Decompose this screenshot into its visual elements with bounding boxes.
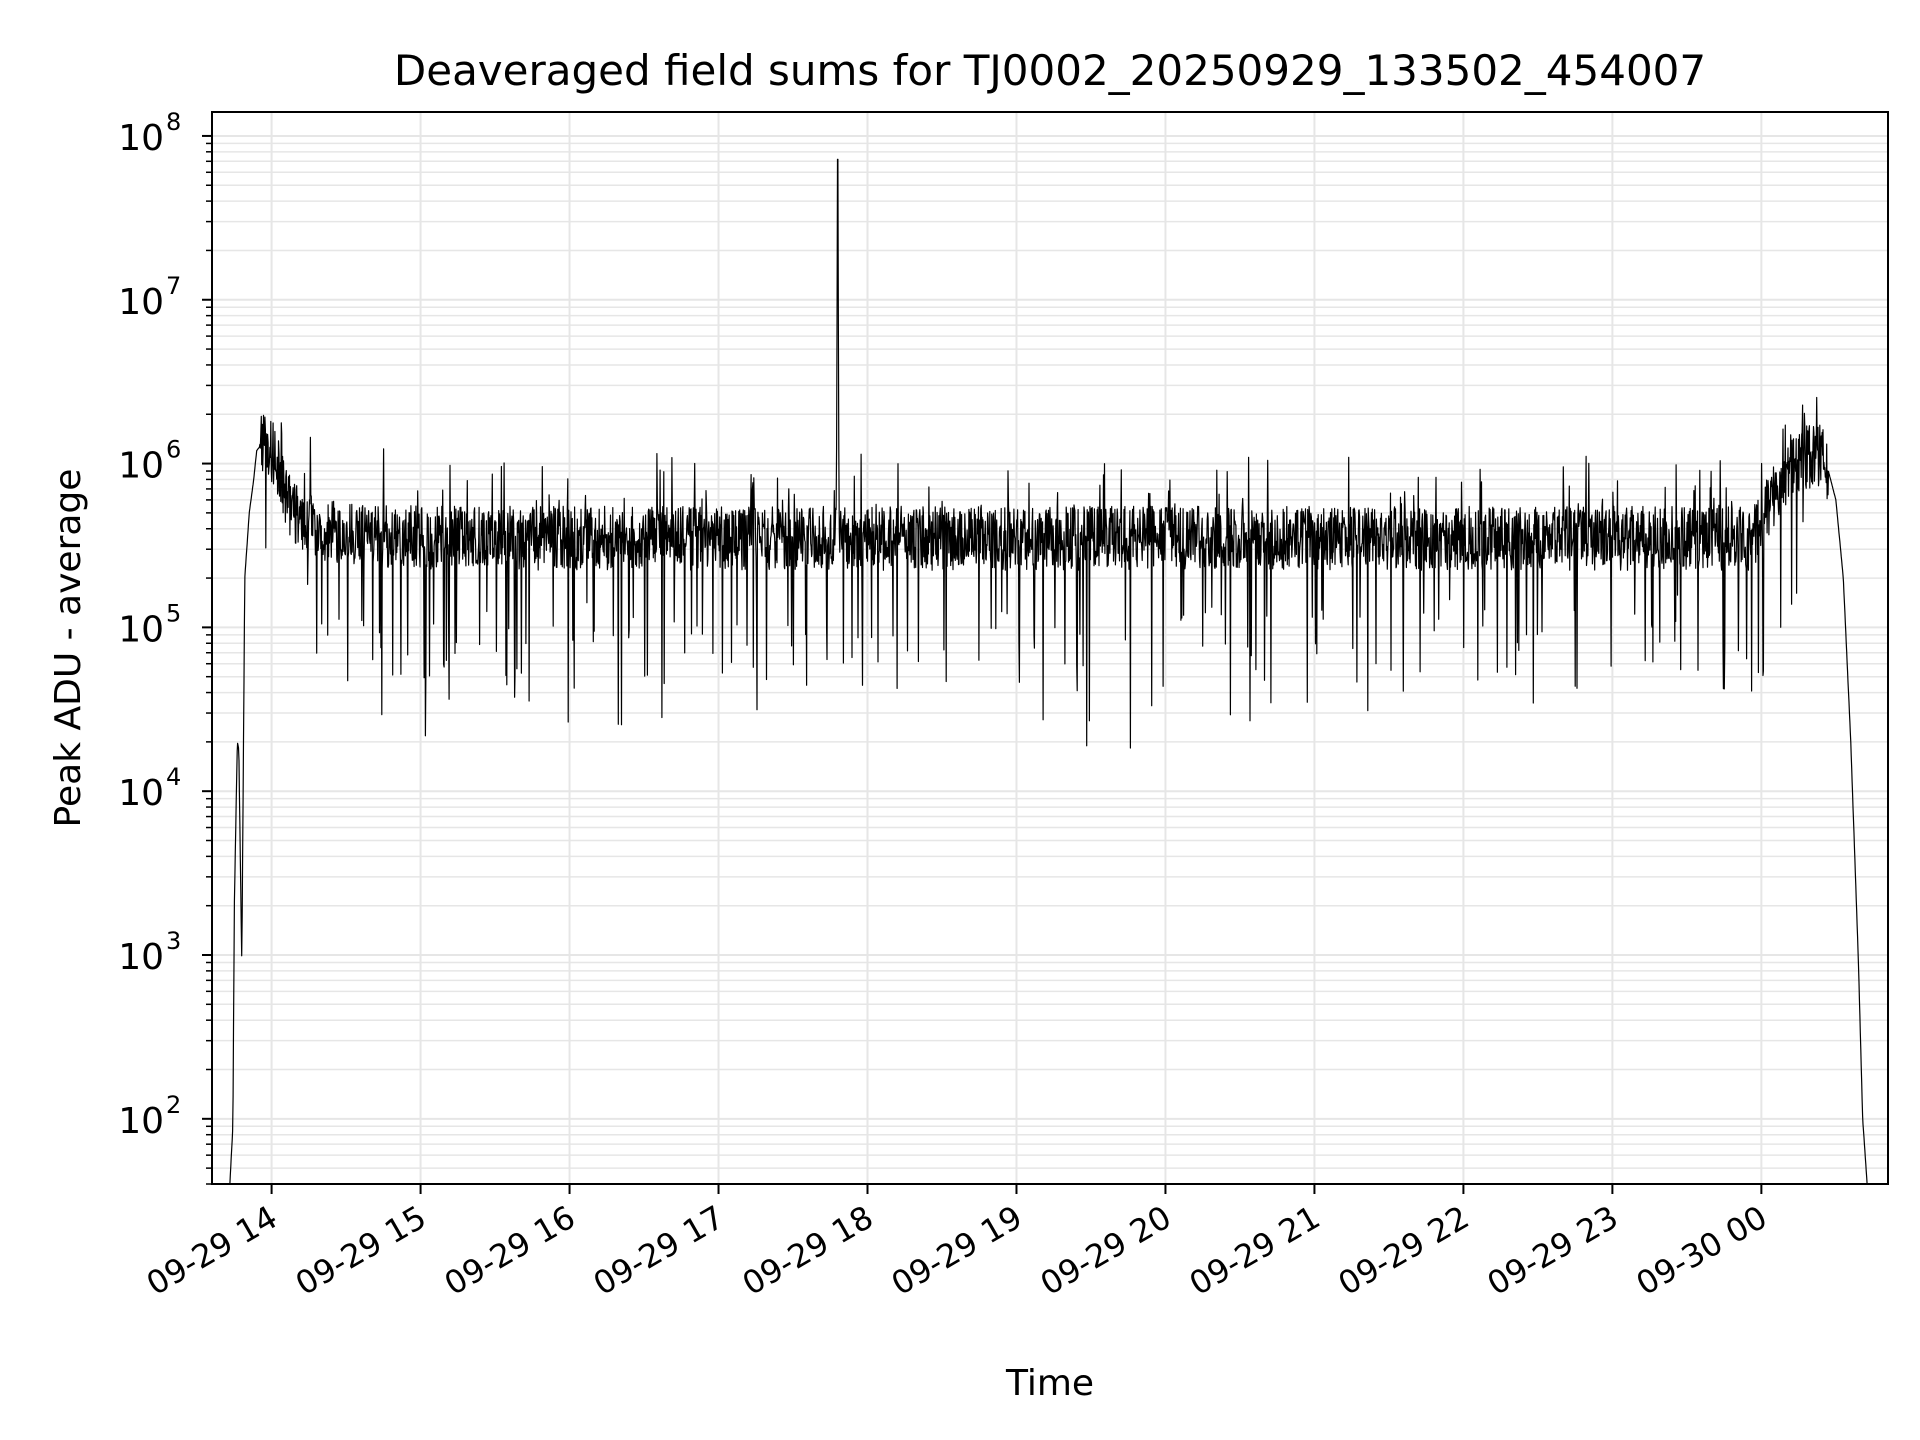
y-tick-label: 10 — [118, 118, 164, 159]
y-tick-label: 10 — [118, 937, 164, 978]
y-tick-exponent: 8 — [166, 108, 181, 136]
y-axis-label: Peak ADU - average — [48, 469, 89, 828]
series-layer — [229, 158, 1868, 1185]
series-line — [229, 158, 1868, 1185]
y-tick-exponent: 4 — [166, 763, 181, 791]
y-tick-exponent: 5 — [166, 599, 181, 627]
plot-frame — [211, 111, 1889, 1185]
y-tick-exponent: 2 — [166, 1091, 181, 1119]
y-tick-label: 10 — [118, 282, 164, 323]
y-tick-exponent: 7 — [166, 272, 181, 300]
y-tick-label: 10 — [118, 1101, 164, 1142]
x-axis-label: Time — [1005, 1363, 1094, 1404]
y-tick-exponent: 6 — [166, 436, 181, 464]
y-tick-label: 10 — [118, 773, 164, 814]
y-tick-label: 10 — [118, 446, 164, 487]
y-tick-exponent: 3 — [166, 927, 181, 955]
grid — [212, 112, 1888, 1185]
chart-title: Deaveraged field sums for TJ0002_2025092… — [394, 46, 1706, 95]
y-tick-label: 10 — [118, 609, 164, 650]
